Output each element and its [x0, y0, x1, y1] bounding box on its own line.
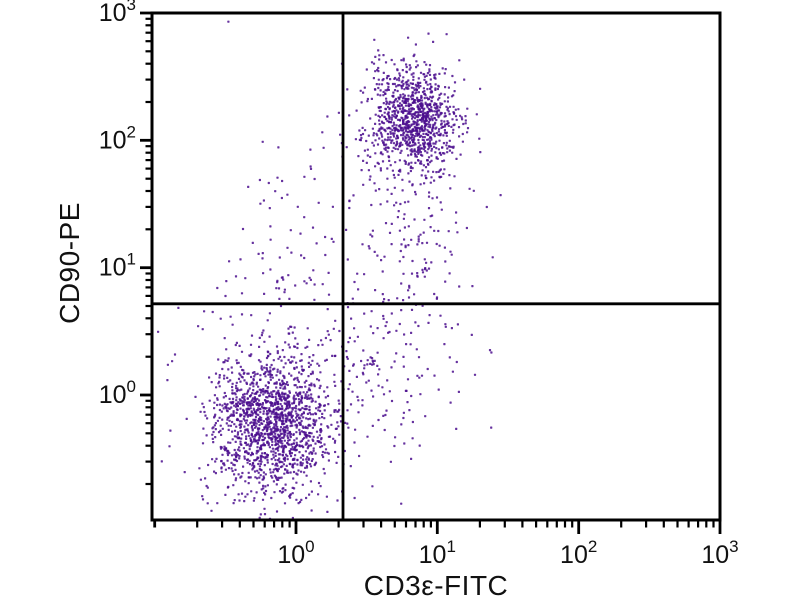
x-axis-title: CD3ε-FITC	[363, 570, 509, 601]
y-axis-title: CD90-PE	[54, 202, 85, 324]
x-axis-ticks	[153, 520, 722, 534]
svg-text:102: 102	[560, 537, 597, 569]
svg-text:101: 101	[419, 537, 456, 569]
svg-text:100: 100	[277, 537, 314, 569]
svg-text:102: 102	[99, 122, 136, 154]
svg-text:103: 103	[701, 537, 738, 569]
svg-text:100: 100	[99, 377, 136, 409]
y-axis-tick-labels: 100 101 102 103	[99, 0, 136, 409]
svg-text:101: 101	[99, 250, 136, 282]
x-axis-tick-labels: 100 101 102 103	[277, 537, 738, 569]
y-axis-ticks	[140, 11, 152, 486]
svg-text:103: 103	[99, 0, 136, 27]
scatter-points	[157, 20, 502, 520]
